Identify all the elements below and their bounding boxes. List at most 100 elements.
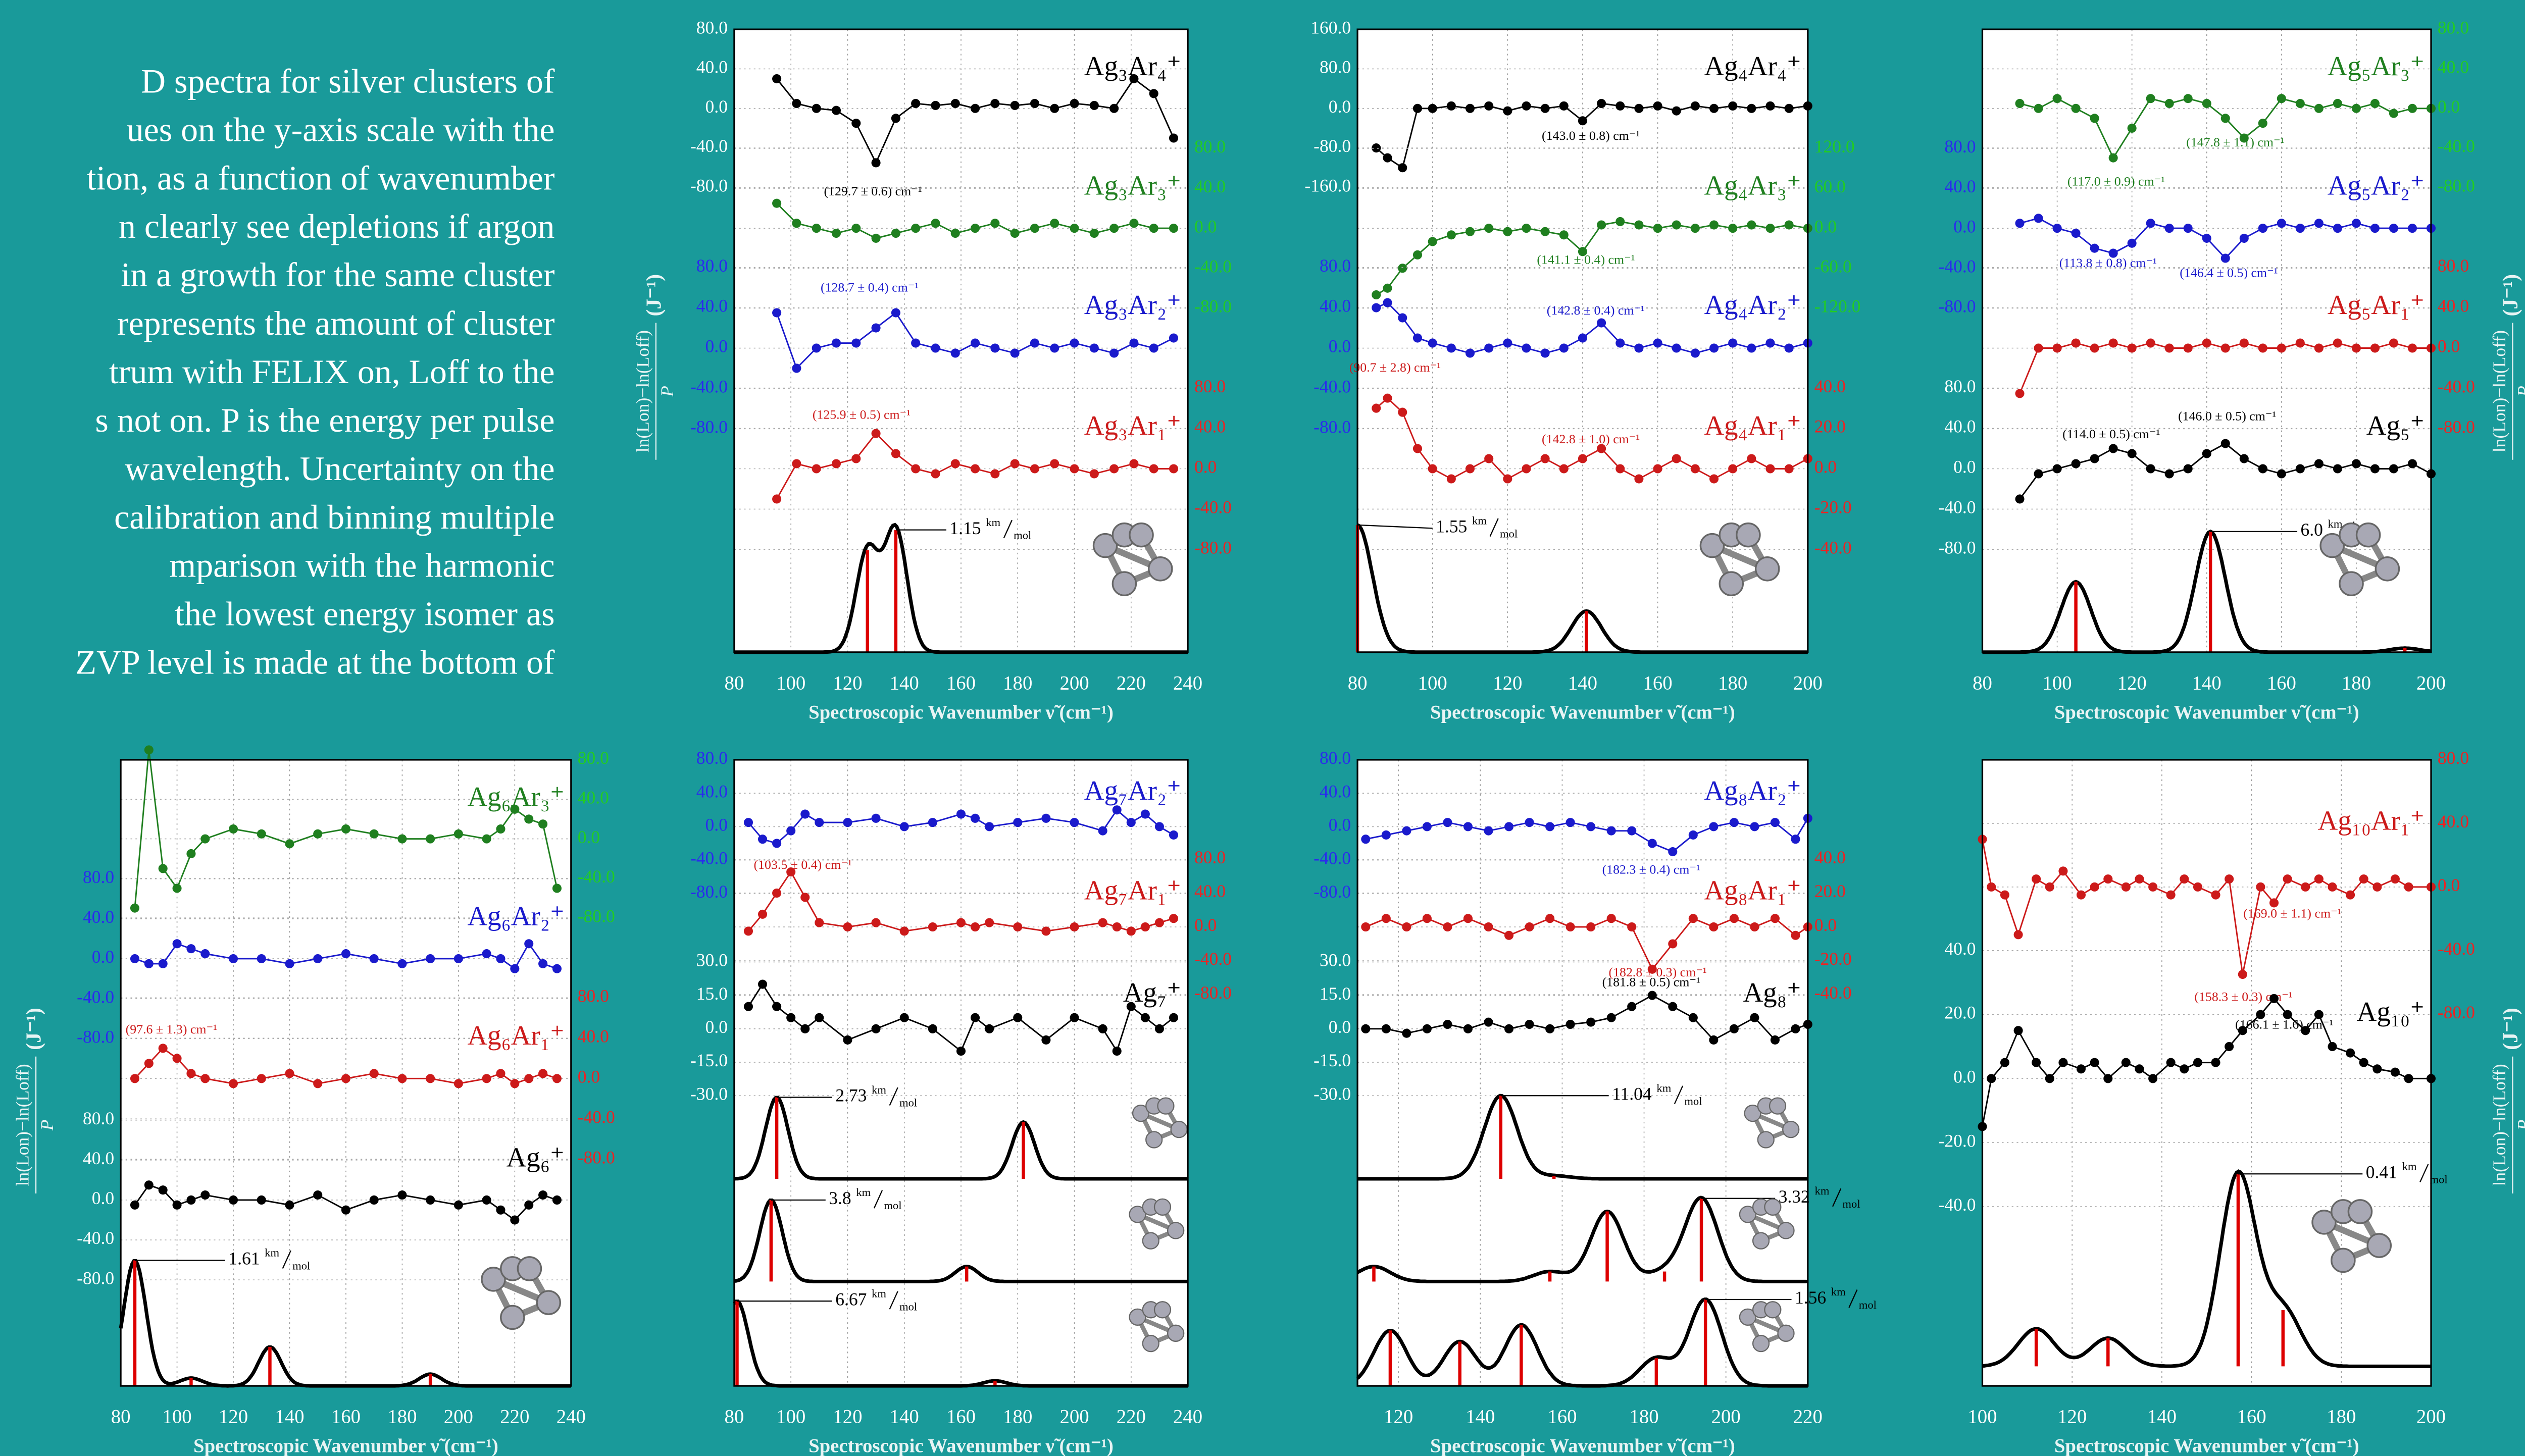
data-point <box>2296 464 2305 473</box>
poster: D spectra for silver clusters ofues on t… <box>0 0 2525 1456</box>
data-point <box>370 829 379 839</box>
unit-num: km <box>872 1287 886 1299</box>
caption-line: n clearly see depletions if argon <box>119 207 554 245</box>
data-point <box>1463 822 1473 831</box>
data-point <box>1484 1018 1493 1027</box>
y-tick-label: 40.0 <box>1814 847 1846 867</box>
data-point <box>2103 1074 2112 1083</box>
data-point <box>1607 914 1616 923</box>
y-tick-label: 30.0 <box>1320 950 1351 970</box>
y-tick-label: 15.0 <box>696 983 728 1004</box>
data-point <box>130 954 139 963</box>
data-point <box>1013 922 1022 931</box>
data-point <box>1129 459 1138 468</box>
caption-line: tion, as a function of wavenumber <box>87 159 555 197</box>
atom <box>1154 1302 1171 1318</box>
x-tick-label: 80 <box>725 1406 744 1428</box>
data-point <box>1447 343 1456 352</box>
data-point <box>2352 459 2361 468</box>
data-point <box>843 922 852 931</box>
data-point <box>1484 224 1493 233</box>
series-label: Ag₆Ar₂⁺ <box>468 900 565 931</box>
data-point <box>1503 338 1512 347</box>
data-point <box>2333 99 2342 108</box>
y-tick-label: -40.0 <box>1314 848 1351 868</box>
data-point <box>786 1013 795 1022</box>
data-point <box>454 829 463 839</box>
data-point <box>1730 914 1739 923</box>
data-point <box>1011 101 1020 110</box>
data-point <box>1463 1024 1473 1033</box>
data-point <box>951 348 960 357</box>
y-tick-label: 15.0 <box>1320 983 1351 1004</box>
x-tick-label: 120 <box>833 1406 862 1428</box>
data-point <box>956 918 966 927</box>
data-point <box>2314 343 2324 352</box>
data-point <box>1383 284 1392 293</box>
data-point <box>2352 343 2361 352</box>
x-tick-label: 180 <box>1003 672 1032 694</box>
y-tick-label: 40.0 <box>696 57 728 77</box>
data-point <box>426 1195 435 1205</box>
data-point <box>2352 104 2361 113</box>
data-point <box>482 1195 491 1205</box>
data-point <box>173 1201 182 1210</box>
data-point <box>851 224 861 233</box>
y-tick-label: 80.0 <box>83 867 114 887</box>
data-point <box>1030 464 1039 473</box>
peak-annotation: (147.8 ± 1.1) cm⁻¹ <box>2186 135 2284 149</box>
y-tick-label: 0.0 <box>1953 216 1976 236</box>
data-point <box>1382 914 1391 923</box>
data-point <box>313 1190 322 1200</box>
y-tick-label: -120.0 <box>1814 296 1861 317</box>
data-point <box>1398 314 1407 323</box>
data-point <box>1653 464 1662 473</box>
data-point <box>1155 918 1164 927</box>
data-point <box>2109 153 2118 163</box>
data-point <box>2277 469 2286 478</box>
y-tick-label: 160.0 <box>1310 17 1351 37</box>
data-point <box>1466 348 1475 357</box>
data-point <box>2166 1058 2176 1067</box>
data-point <box>1413 250 1422 259</box>
unit-num: km <box>1472 514 1487 527</box>
data-point <box>2122 882 2131 892</box>
data-point <box>2128 449 2137 458</box>
y-tick-label: 80.0 <box>2438 255 2469 276</box>
peak-annotation: (181.8 ± 0.5) cm⁻¹ <box>1602 974 1700 989</box>
y-tick-label: 0.0 <box>705 815 728 835</box>
y-tick-label: 0.0 <box>705 96 728 117</box>
y-tick-label: 40.0 <box>1194 881 1226 901</box>
data-point <box>1503 107 1512 116</box>
data-point <box>454 1201 463 1210</box>
data-point <box>772 74 781 83</box>
data-point <box>971 224 980 233</box>
data-point <box>928 818 937 827</box>
data-point <box>2221 114 2230 123</box>
data-point <box>1750 822 1759 831</box>
data-point <box>2202 234 2211 243</box>
data-point <box>186 849 195 858</box>
x-tick-label: 120 <box>2117 672 2147 694</box>
data-point <box>2072 338 2081 347</box>
data-point <box>229 1079 238 1088</box>
data-point <box>1011 459 1020 468</box>
data-point <box>159 1044 168 1053</box>
y-tick-label: -40.0 <box>690 377 728 397</box>
data-point <box>1169 464 1178 473</box>
data-point <box>1566 818 1575 827</box>
data-point <box>2370 224 2380 233</box>
data-point <box>1372 303 1381 313</box>
series-label: Ag₇⁺ <box>1123 977 1181 1008</box>
data-point <box>2225 1042 2234 1051</box>
data-point <box>1691 101 1700 111</box>
data-point <box>1169 333 1178 342</box>
data-point <box>2333 464 2342 473</box>
y-tick-label: -80.0 <box>1939 538 1976 558</box>
data-point <box>454 954 463 963</box>
data-point <box>2014 1026 2023 1035</box>
series-label: Ag₅Ar₁⁺ <box>2328 289 2425 320</box>
data-point <box>341 949 350 958</box>
data-point <box>130 904 139 913</box>
data-point <box>1109 224 1119 233</box>
